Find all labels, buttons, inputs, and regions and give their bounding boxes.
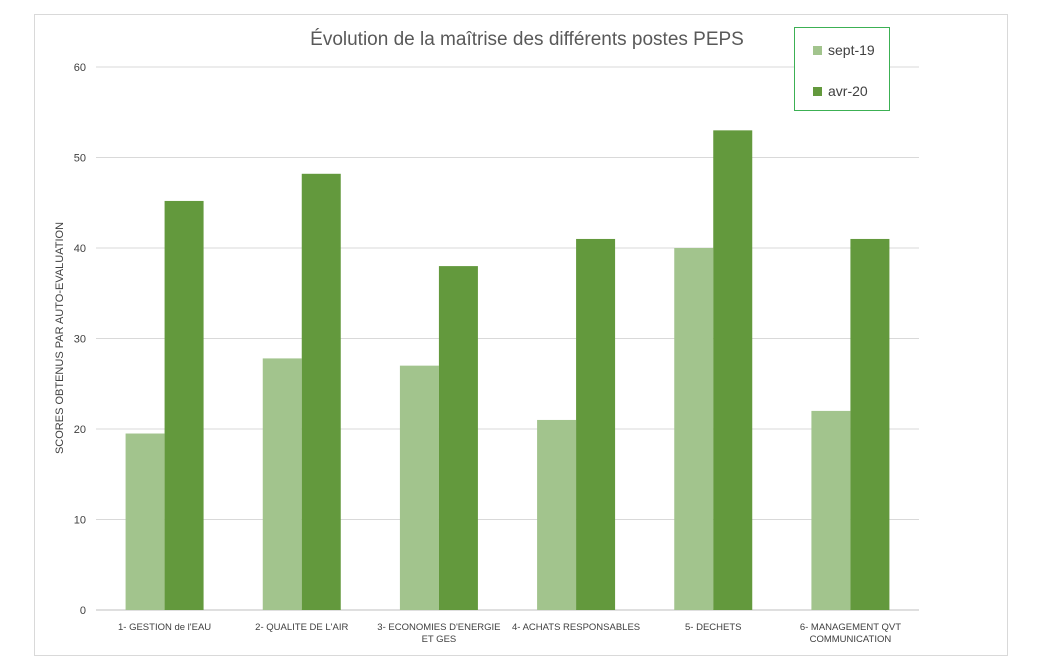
bar-avr-20 — [850, 238, 890, 610]
chart-title: Évolution de la maîtrise des différents … — [310, 29, 744, 50]
bar-avr-20 — [301, 173, 341, 611]
bar-avr-20 — [576, 238, 616, 610]
y-tick-label: 60 — [74, 62, 86, 74]
x-tick-label: 1- GESTION de l'EAU — [118, 622, 211, 633]
x-tick-label: 5- DECHETS — [685, 622, 741, 633]
bars — [125, 130, 890, 611]
legend-item-series-2: avr-20 — [813, 83, 868, 99]
y-tick-label: 20 — [74, 424, 86, 436]
legend-label-series-1: sept-19 — [828, 42, 875, 58]
legend-label-series-2: avr-20 — [828, 83, 868, 99]
legend-swatch-series-1 — [813, 45, 822, 55]
bar-sept-19 — [537, 419, 577, 610]
y-axis-label: SCORES OBTENUS PAR AUTO-EVALUATION — [54, 222, 66, 454]
bar-avr-20 — [713, 130, 753, 610]
y-tick-label: 50 — [74, 153, 86, 165]
bar-sept-19 — [811, 410, 851, 610]
legend-swatch-series-2 — [813, 86, 822, 96]
x-tick-label: 3- ECONOMIES D'ENERGIE — [377, 622, 500, 633]
bar-avr-20 — [438, 266, 478, 610]
y-tick-label: 30 — [74, 334, 86, 346]
bar-avr-20 — [164, 200, 204, 610]
bar-sept-19 — [262, 358, 302, 610]
x-axis-ticks: 1- GESTION de l'EAU 2- QUALITE DE L'AIR 3-… — [118, 622, 901, 645]
x-tick-label: 6- MANAGEMENT QVT — [800, 622, 901, 633]
x-tick-label: 2- QUALITE DE L'AIR — [255, 622, 348, 633]
x-tick-label: 4- ACHATS RESPONSABLES — [512, 622, 640, 633]
bar-sept-19 — [674, 248, 714, 610]
x-tick-label: ET GES — [422, 634, 457, 645]
x-tick-label: COMMUNICATION — [810, 634, 892, 645]
bar-sept-19 — [399, 365, 439, 610]
y-tick-label: 10 — [74, 515, 86, 527]
y-tick-label: 0 — [80, 605, 86, 617]
y-tick-label: 40 — [74, 243, 86, 255]
gridlines — [96, 66, 919, 611]
y-axis-ticks: 0 10 20 30 40 50 60 — [74, 62, 86, 617]
legend-item-series-1: sept-19 — [813, 42, 875, 58]
legend: sept-19 avr-20 — [794, 27, 890, 111]
bar-sept-19 — [125, 433, 165, 610]
